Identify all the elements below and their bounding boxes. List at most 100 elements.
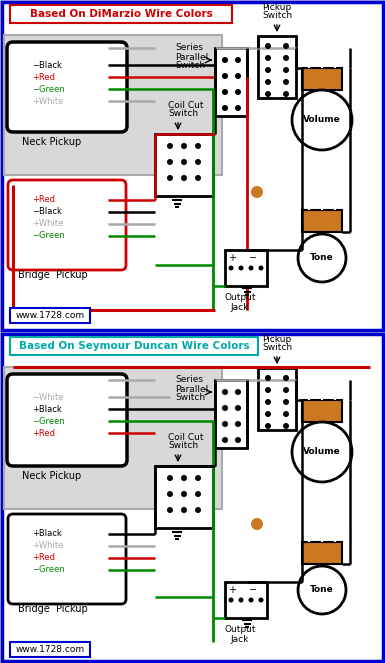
Circle shape <box>265 91 271 97</box>
Circle shape <box>248 597 253 603</box>
Text: −White: −White <box>32 392 64 402</box>
Circle shape <box>195 491 201 497</box>
Circle shape <box>283 423 289 429</box>
Bar <box>258 368 296 430</box>
Circle shape <box>265 67 271 73</box>
Bar <box>215 48 247 116</box>
Circle shape <box>283 387 289 393</box>
Circle shape <box>181 491 187 497</box>
Text: −: − <box>249 585 257 595</box>
Text: +: + <box>228 253 236 263</box>
Text: Switch: Switch <box>168 442 198 450</box>
Text: +Red: +Red <box>32 428 55 438</box>
Circle shape <box>167 143 173 149</box>
Text: +White: +White <box>32 542 64 550</box>
Bar <box>2 2 383 330</box>
Circle shape <box>265 55 271 61</box>
Circle shape <box>222 73 228 79</box>
Circle shape <box>283 399 289 405</box>
FancyBboxPatch shape <box>7 374 127 466</box>
Text: Switch: Switch <box>168 109 198 119</box>
Text: +Black: +Black <box>32 404 62 414</box>
Circle shape <box>283 79 289 85</box>
Bar <box>10 337 258 355</box>
Text: Pickup: Pickup <box>262 335 291 345</box>
Text: Output: Output <box>224 625 256 634</box>
Circle shape <box>283 67 289 73</box>
Text: Switch: Switch <box>262 11 292 21</box>
Circle shape <box>181 143 187 149</box>
Bar <box>155 466 213 528</box>
Circle shape <box>265 43 271 49</box>
Text: Jack: Jack <box>231 634 249 644</box>
FancyBboxPatch shape <box>7 42 127 132</box>
Text: Output: Output <box>224 294 256 302</box>
Circle shape <box>222 89 228 95</box>
Circle shape <box>229 265 233 271</box>
Text: +White: +White <box>32 219 64 229</box>
Bar <box>302 400 342 422</box>
Circle shape <box>181 175 187 181</box>
Text: Volume: Volume <box>303 115 341 125</box>
Text: Jack: Jack <box>231 302 249 312</box>
Circle shape <box>167 175 173 181</box>
Bar <box>225 582 267 618</box>
Text: Neck Pickup: Neck Pickup <box>22 471 81 481</box>
Circle shape <box>283 375 289 381</box>
FancyBboxPatch shape <box>8 514 126 604</box>
Circle shape <box>265 375 271 381</box>
Circle shape <box>265 387 271 393</box>
Circle shape <box>251 186 263 198</box>
Text: Switch: Switch <box>262 343 292 353</box>
Text: +: + <box>228 585 236 595</box>
Text: Bridge  Pickup: Bridge Pickup <box>18 270 88 280</box>
Circle shape <box>222 437 228 443</box>
Circle shape <box>235 57 241 63</box>
Text: −Green: −Green <box>32 231 65 241</box>
Circle shape <box>283 43 289 49</box>
Circle shape <box>181 159 187 165</box>
Circle shape <box>222 389 228 395</box>
Text: Coil Cut: Coil Cut <box>168 432 204 442</box>
Text: Switch: Switch <box>175 394 205 402</box>
Circle shape <box>181 507 187 513</box>
Circle shape <box>292 90 352 150</box>
Bar <box>4 35 222 175</box>
Circle shape <box>238 597 243 603</box>
Text: www.1728.com: www.1728.com <box>15 312 85 320</box>
Circle shape <box>195 475 201 481</box>
Circle shape <box>222 421 228 427</box>
Circle shape <box>265 423 271 429</box>
Bar <box>225 250 267 286</box>
Circle shape <box>265 411 271 417</box>
Circle shape <box>251 518 263 530</box>
Circle shape <box>235 73 241 79</box>
Text: Pickup: Pickup <box>262 3 291 13</box>
Circle shape <box>181 475 187 481</box>
Bar <box>10 5 232 23</box>
Circle shape <box>298 234 346 282</box>
Text: Tone: Tone <box>310 585 334 595</box>
FancyBboxPatch shape <box>8 180 126 270</box>
Circle shape <box>235 421 241 427</box>
Text: Volume: Volume <box>303 448 341 457</box>
Circle shape <box>235 105 241 111</box>
Text: Neck Pickup: Neck Pickup <box>22 137 81 147</box>
Bar <box>155 134 213 196</box>
Text: −Green: −Green <box>32 566 65 575</box>
Circle shape <box>167 491 173 497</box>
Circle shape <box>292 422 352 482</box>
Text: +Black: +Black <box>32 530 62 538</box>
Circle shape <box>248 265 253 271</box>
Circle shape <box>167 507 173 513</box>
Circle shape <box>298 566 346 614</box>
Circle shape <box>222 57 228 63</box>
Circle shape <box>222 105 228 111</box>
Bar <box>215 380 247 448</box>
Circle shape <box>235 89 241 95</box>
Text: −Green: −Green <box>32 416 65 426</box>
Text: −: − <box>249 253 257 263</box>
Text: +White: +White <box>32 97 64 105</box>
Text: www.1728.com: www.1728.com <box>15 646 85 654</box>
Circle shape <box>229 597 233 603</box>
